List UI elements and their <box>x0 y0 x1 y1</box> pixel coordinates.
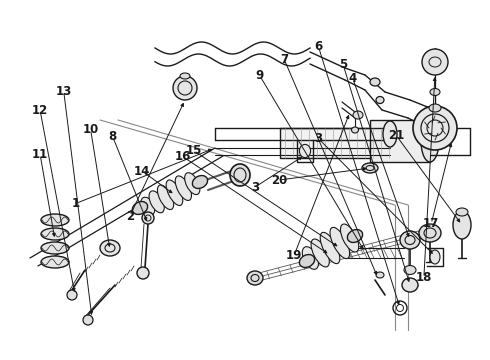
Bar <box>280 128 390 158</box>
Text: 4: 4 <box>349 72 357 85</box>
Ellipse shape <box>341 224 359 252</box>
Ellipse shape <box>247 271 263 285</box>
Ellipse shape <box>430 250 440 264</box>
Text: 21: 21 <box>388 129 404 141</box>
Ellipse shape <box>353 111 363 119</box>
Ellipse shape <box>180 73 190 79</box>
Ellipse shape <box>430 89 440 95</box>
Circle shape <box>413 106 457 150</box>
Text: 2: 2 <box>126 210 134 222</box>
Text: 17: 17 <box>423 217 440 230</box>
Ellipse shape <box>41 256 69 268</box>
Text: 20: 20 <box>271 174 288 186</box>
Text: 18: 18 <box>416 271 432 284</box>
Circle shape <box>83 315 93 325</box>
Ellipse shape <box>421 120 439 162</box>
Ellipse shape <box>185 173 200 195</box>
Ellipse shape <box>230 164 250 186</box>
Ellipse shape <box>351 127 359 133</box>
Text: 6: 6 <box>315 40 322 53</box>
Ellipse shape <box>456 208 468 216</box>
Ellipse shape <box>320 232 340 264</box>
Ellipse shape <box>41 214 69 226</box>
Text: 8: 8 <box>109 130 117 143</box>
Text: 7: 7 <box>280 53 288 66</box>
Ellipse shape <box>157 185 173 210</box>
Text: 15: 15 <box>185 144 202 157</box>
Ellipse shape <box>132 202 147 215</box>
Circle shape <box>67 290 77 300</box>
Ellipse shape <box>370 78 380 86</box>
Ellipse shape <box>402 278 418 292</box>
Ellipse shape <box>330 228 349 258</box>
Ellipse shape <box>41 228 69 240</box>
Circle shape <box>173 76 197 100</box>
Text: 19: 19 <box>286 249 302 262</box>
Ellipse shape <box>299 144 311 158</box>
Ellipse shape <box>376 96 384 104</box>
Ellipse shape <box>453 211 471 239</box>
Text: 1: 1 <box>72 197 80 210</box>
Text: 10: 10 <box>82 123 99 136</box>
Ellipse shape <box>311 239 329 267</box>
Ellipse shape <box>419 224 441 242</box>
Ellipse shape <box>166 180 183 206</box>
Text: 14: 14 <box>134 165 150 177</box>
Ellipse shape <box>100 240 120 256</box>
Ellipse shape <box>400 231 420 249</box>
Circle shape <box>422 49 448 75</box>
Ellipse shape <box>404 266 416 274</box>
Ellipse shape <box>41 242 69 254</box>
Text: 11: 11 <box>32 148 49 161</box>
Text: 5: 5 <box>339 58 347 71</box>
Ellipse shape <box>362 163 378 173</box>
Text: 16: 16 <box>174 150 191 163</box>
Circle shape <box>142 212 154 224</box>
Ellipse shape <box>383 121 397 147</box>
Ellipse shape <box>299 255 315 267</box>
Bar <box>370 120 430 162</box>
Ellipse shape <box>149 191 164 213</box>
Ellipse shape <box>193 176 208 189</box>
Ellipse shape <box>376 272 384 278</box>
Ellipse shape <box>302 247 318 269</box>
Text: 12: 12 <box>32 104 49 117</box>
Ellipse shape <box>141 197 155 216</box>
Text: 3: 3 <box>315 132 322 145</box>
Circle shape <box>137 267 149 279</box>
Ellipse shape <box>429 104 441 112</box>
Text: 9: 9 <box>256 69 264 82</box>
Text: 13: 13 <box>55 85 72 98</box>
Ellipse shape <box>347 230 363 243</box>
Text: 3: 3 <box>251 181 259 194</box>
Ellipse shape <box>175 176 192 201</box>
